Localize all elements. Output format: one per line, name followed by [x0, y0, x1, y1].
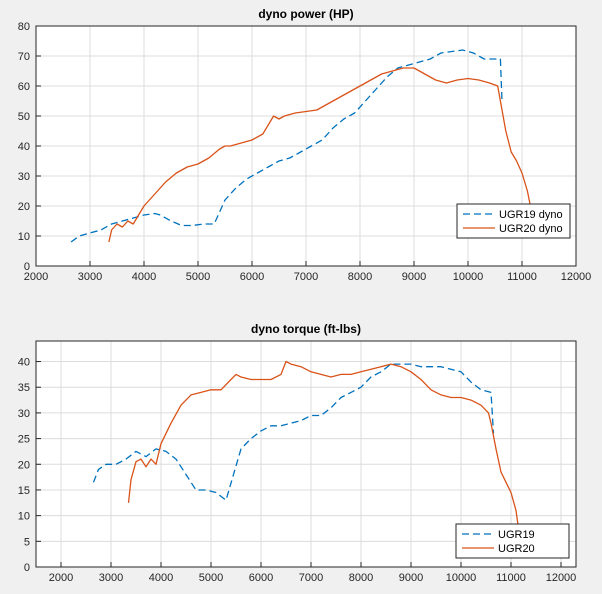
x-tick-label: 6000 — [249, 572, 273, 584]
legend-entry-label: UGR20 — [498, 543, 535, 555]
y-tick-label: 10 — [18, 511, 30, 523]
legend-entry-label: UGR20 dyno — [499, 223, 563, 235]
x-tick-label: 6000 — [240, 271, 264, 283]
y-tick-label: 20 — [18, 201, 30, 213]
power-ticks: 2000 3000 4000 5000 6000 7000 8000 9000 10000 110… — [18, 21, 592, 283]
power-legend: UGR19 dyno UGR20 dyno — [456, 203, 571, 239]
y-tick-label: 50 — [18, 111, 30, 123]
y-tick-label: 0 — [24, 562, 30, 574]
y-tick-label: 15 — [18, 485, 30, 497]
y-tick-label: 80 — [18, 21, 30, 33]
y-tick-label: 10 — [18, 231, 30, 243]
legend-box — [455, 523, 570, 559]
y-tick-label: 40 — [18, 357, 30, 369]
y-tick-label: 35 — [18, 382, 30, 394]
y-tick-label: 40 — [18, 141, 30, 153]
power-chart-title: dyno power (HP) — [258, 7, 353, 21]
x-tick-label: 12000 — [546, 572, 577, 584]
power-series — [70, 49, 534, 243]
x-tick-label: 9000 — [399, 572, 423, 584]
torque-chart: 2000 3000 4000 5000 6000 7000 8000 9000 10000 110… — [18, 322, 577, 584]
y-tick-label: 0 — [24, 261, 30, 273]
series-line-ugr20 — [127, 360, 520, 529]
x-tick-label: 5000 — [199, 572, 223, 584]
y-tick-label: 60 — [18, 81, 30, 93]
series-line-ugr19-dyno — [70, 49, 503, 243]
series-line-ugr19 — [92, 363, 495, 501]
torque-ticks: 2000 3000 4000 5000 6000 7000 8000 9000 10000 110… — [18, 357, 577, 584]
legend-entry-label: UGR19 — [498, 529, 535, 541]
y-tick-label: 30 — [18, 171, 30, 183]
legend-entry-label: UGR19 dyno — [499, 209, 563, 221]
power-chart: 2000 3000 4000 5000 6000 7000 8000 9000 10000 110… — [18, 7, 592, 283]
x-tick-label: 12000 — [561, 271, 592, 283]
x-tick-label: 8000 — [349, 572, 373, 584]
x-tick-label: 9000 — [402, 271, 426, 283]
x-tick-label: 3000 — [78, 271, 102, 283]
y-tick-label: 5 — [24, 536, 30, 548]
power-grid — [36, 26, 576, 266]
y-tick-label: 25 — [18, 434, 30, 446]
legend-box — [456, 203, 571, 239]
torque-chart-title: dyno torque (ft-lbs) — [251, 322, 361, 336]
x-tick-label: 4000 — [149, 572, 173, 584]
x-tick-label: 10000 — [446, 572, 477, 584]
torque-legend: UGR19 UGR20 — [455, 523, 570, 559]
torque-series — [92, 360, 520, 529]
y-tick-label: 70 — [18, 51, 30, 63]
x-tick-label: 4000 — [132, 271, 156, 283]
x-tick-label: 2000 — [49, 572, 73, 584]
torque-plot-frame — [35, 340, 577, 568]
x-tick-label: 7000 — [294, 271, 318, 283]
x-tick-label: 10000 — [453, 271, 484, 283]
x-tick-label: 2000 — [24, 271, 48, 283]
x-tick-label: 8000 — [348, 271, 372, 283]
series-line-ugr20-dyno — [108, 67, 534, 243]
x-tick-label: 5000 — [186, 271, 210, 283]
y-tick-label: 30 — [18, 408, 30, 420]
x-tick-label: 11000 — [507, 271, 537, 283]
y-tick-label: 20 — [18, 459, 30, 471]
x-tick-label: 3000 — [99, 572, 123, 584]
torque-grid — [36, 341, 576, 567]
x-tick-label: 7000 — [299, 572, 323, 584]
x-tick-label: 11000 — [496, 572, 526, 584]
